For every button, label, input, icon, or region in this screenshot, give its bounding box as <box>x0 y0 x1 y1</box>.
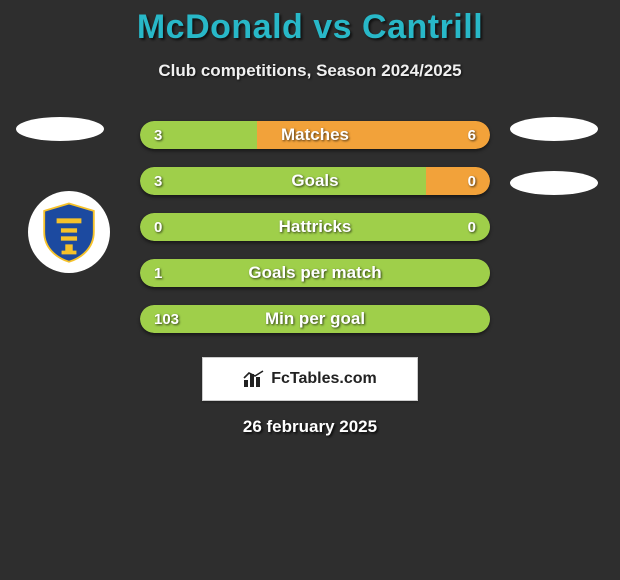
stat-label: Goals per match <box>140 259 490 287</box>
stat-label: Hattricks <box>140 213 490 241</box>
stat-row: Goals per match1 <box>140 259 490 287</box>
stat-row: Min per goal103 <box>140 305 490 333</box>
stat-value-right: 0 <box>468 213 476 241</box>
stat-row: Hattricks0 0 <box>140 213 490 241</box>
stat-value-left: 103 <box>154 305 179 333</box>
page-subtitle: Club competitions, Season 2024/2025 <box>0 61 620 81</box>
stat-value-left: 3 <box>154 167 162 195</box>
brand-box: FcTables.com <box>202 357 418 401</box>
crest-icon <box>38 201 100 263</box>
stat-value-left: 3 <box>154 121 162 149</box>
page-title: McDonald vs Cantrill <box>0 0 620 47</box>
placeholder-ellipse-mid-right <box>510 171 598 195</box>
stat-label: Min per goal <box>140 305 490 333</box>
stat-value-right: 0 <box>468 167 476 195</box>
stat-label: Goals <box>140 167 490 195</box>
stat-value-left: 1 <box>154 259 162 287</box>
brand-label: FcTables.com <box>271 370 377 388</box>
stat-row: Goals3 0 <box>140 167 490 195</box>
comparison-bars: Matches36Goals30Hattricks00Goals per mat… <box>140 103 490 333</box>
stat-value-right: 6 <box>468 121 476 149</box>
stat-value-left: 0 <box>154 213 162 241</box>
generated-date: 26 february 2025 <box>0 417 620 437</box>
placeholder-ellipse-top-right <box>510 117 598 141</box>
stat-row: Matches3 6 <box>140 121 490 149</box>
club-crest-left <box>28 191 110 273</box>
bars-icon <box>243 370 265 388</box>
stat-label: Matches <box>140 121 490 149</box>
placeholder-ellipse-top-left <box>16 117 104 141</box>
